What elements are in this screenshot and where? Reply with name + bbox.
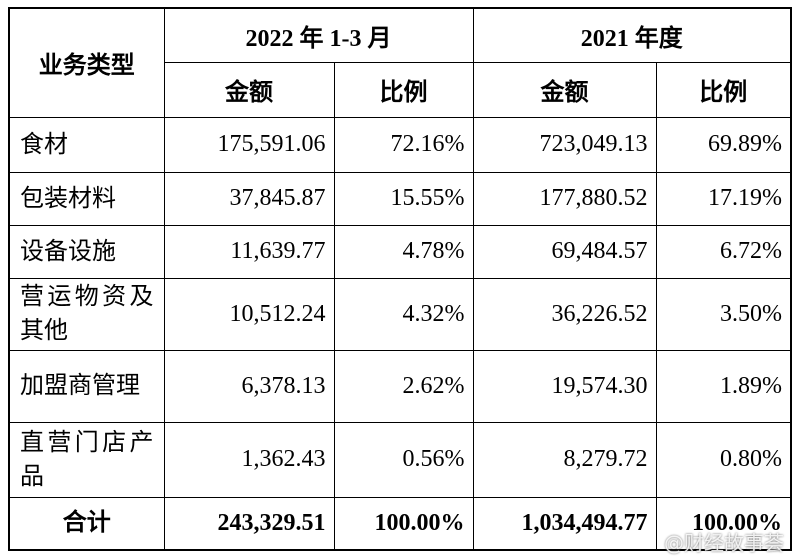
row-label: 设备设施 xyxy=(8,224,165,279)
cell: 3.50% xyxy=(655,277,792,351)
cell: 4.32% xyxy=(333,277,474,351)
watermark: @财经故事荟 xyxy=(664,531,784,555)
cell: 2.62% xyxy=(333,349,474,423)
group-header: 2022 年 1-3 月 xyxy=(163,7,474,63)
data-row: 直营门店产品 1,362.43 0.56% 8,279.72 0.80% xyxy=(8,421,792,498)
cell: 0.56% xyxy=(333,421,474,498)
cell: 69,484.57 xyxy=(472,224,657,279)
data-row: 营运物资及其他 10,512.24 4.32% 36,226.52 3.50% xyxy=(8,277,792,351)
total-cell: 243,329.51 xyxy=(163,496,335,551)
cell: 8,279.72 xyxy=(472,421,657,498)
cell: 6,378.13 xyxy=(163,349,335,423)
row-label: 直营门店产品 xyxy=(8,421,165,498)
total-label: 合计 xyxy=(8,496,165,551)
row-label: 营运物资及其他 xyxy=(8,277,165,351)
cell: 0.80% xyxy=(655,421,792,498)
row-label: 包装材料 xyxy=(8,171,165,226)
data-row: 包装材料 37,845.87 15.55% 177,880.52 17.19% xyxy=(8,171,792,226)
cell: 4.78% xyxy=(333,224,474,279)
cell: 37,845.87 xyxy=(163,171,335,226)
total-cell: 100.00% xyxy=(655,496,792,551)
row-label: 食材 xyxy=(8,116,165,173)
cell: 175,591.06 xyxy=(163,116,335,173)
total-cell: 1,034,494.77 xyxy=(472,496,657,551)
subheader: 比例 xyxy=(333,61,474,118)
row-label: 加盟商管理 xyxy=(8,349,165,423)
cell: 11,639.77 xyxy=(163,224,335,279)
cell: 6.72% xyxy=(655,224,792,279)
data-table: 业务类型 2022 年 1-3 月 2021 年度 金额 比例 金额 比例 食材 175… xyxy=(8,7,792,551)
cell: 36,226.52 xyxy=(472,277,657,351)
cell: 177,880.52 xyxy=(472,171,657,226)
cell: 19,574.30 xyxy=(472,349,657,423)
data-row: 食材 175,591.06 72.16% 723,049.13 69.89% xyxy=(8,116,792,173)
category-header: 业务类型 xyxy=(8,7,165,118)
cell: 69.89% xyxy=(655,116,792,173)
subheader: 比例 xyxy=(655,61,792,118)
cell: 17.19% xyxy=(655,171,792,226)
total-row: 合计 243,329.51 100.00% 1,034,494.77 100.00% xyxy=(8,496,792,551)
subheader: 金额 xyxy=(163,61,335,118)
cell: 723,049.13 xyxy=(472,116,657,173)
cell: 1.89% xyxy=(655,349,792,423)
cell: 1,362.43 xyxy=(163,421,335,498)
subheader: 金额 xyxy=(472,61,657,118)
header-row: 业务类型 2022 年 1-3 月 2021 年度 xyxy=(8,7,792,118)
cell: 10,512.24 xyxy=(163,277,335,351)
group-header: 2021 年度 xyxy=(472,7,792,63)
cell: 72.16% xyxy=(333,116,474,173)
data-row: 设备设施 11,639.77 4.78% 69,484.57 6.72% xyxy=(8,224,792,279)
data-row: 加盟商管理 6,378.13 2.62% 19,574.30 1.89% xyxy=(8,349,792,423)
cell: 15.55% xyxy=(333,171,474,226)
total-cell: 100.00% xyxy=(333,496,474,551)
